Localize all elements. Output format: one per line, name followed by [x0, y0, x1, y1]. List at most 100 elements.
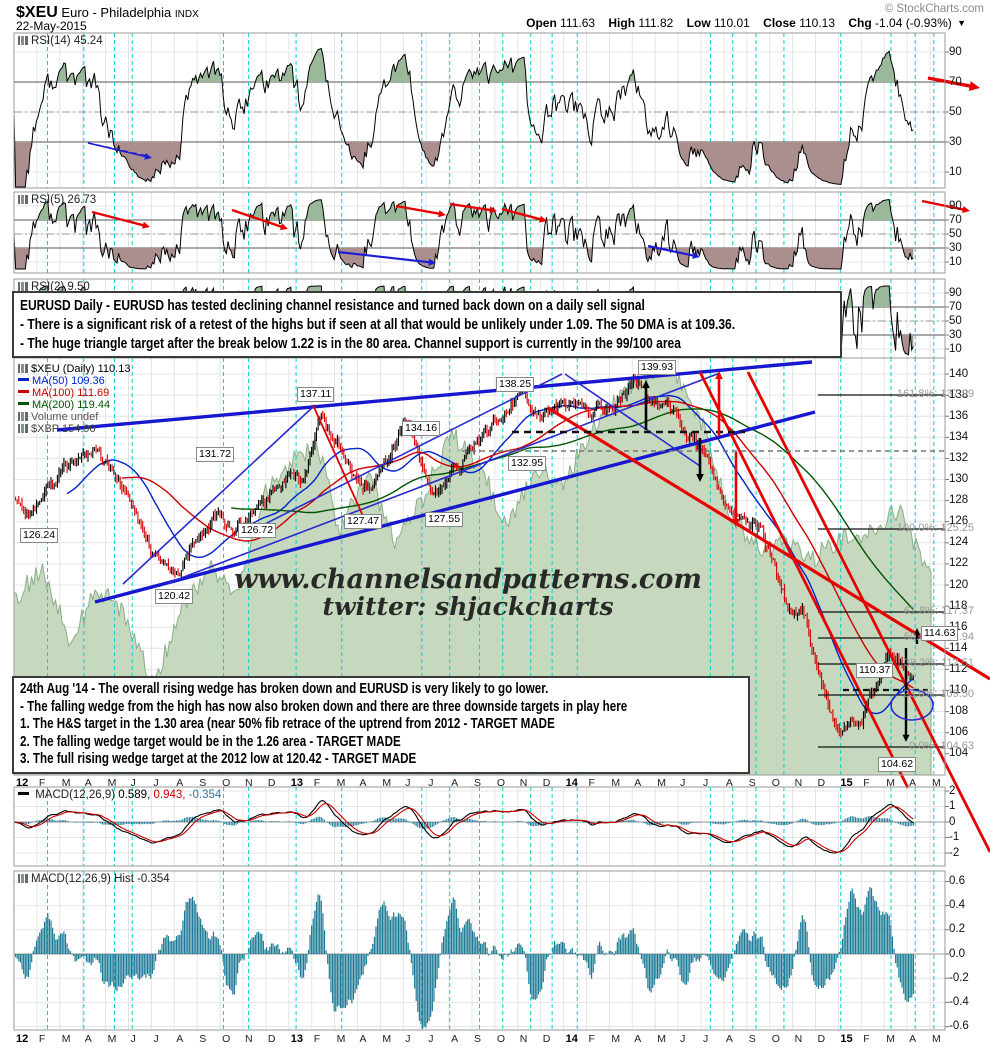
hist-bar	[317, 894, 319, 954]
hist-bar	[891, 936, 894, 954]
hist-bar	[830, 954, 832, 975]
macd-hist-bar	[621, 820, 623, 822]
macd-hist-bar	[586, 822, 588, 823]
month-label: M	[611, 777, 621, 789]
macd-hist-bar	[92, 822, 94, 823]
macd-hist-bar	[438, 822, 440, 824]
macd-hist-bar	[422, 822, 424, 829]
hist-bar	[172, 941, 174, 954]
macd-hist-bar	[449, 817, 451, 822]
hist-bar	[784, 954, 786, 988]
hist-bar	[835, 954, 837, 963]
hist-bar	[269, 946, 271, 954]
macd-series	[13, 800, 914, 854]
macd-hist-bar	[782, 822, 784, 825]
macd-hist-bar	[111, 822, 113, 825]
hist-bar	[58, 935, 60, 954]
axis-tick-label: -0.2	[949, 971, 969, 984]
symbol-ticker: $XEU	[16, 4, 58, 21]
hist-bar	[174, 940, 176, 954]
hist-bar	[468, 918, 470, 954]
hist-bar	[154, 954, 157, 962]
hist-bar	[623, 933, 625, 954]
rsi5-red-arrow-head	[279, 223, 288, 230]
hist-bar	[693, 954, 696, 958]
macd-hist-bar	[846, 817, 848, 822]
macd-hist-bar	[890, 819, 892, 822]
month-label: A	[359, 1033, 367, 1045]
hist-bar	[368, 951, 371, 954]
macd-hist-bar	[623, 820, 625, 822]
trendline	[564, 373, 701, 467]
macd-hist-bar	[303, 822, 305, 825]
hist-bar	[721, 954, 723, 981]
month-label: N	[794, 777, 803, 789]
macd-hist-bar	[126, 822, 128, 824]
macd-hist-bar	[407, 820, 409, 822]
macd-hist-bar	[441, 820, 443, 822]
macd-hist-bar	[879, 818, 881, 822]
hist-bar	[111, 954, 113, 982]
hist-bar	[750, 941, 752, 954]
hist-bar	[23, 954, 25, 974]
macd-hist-bar	[824, 822, 826, 825]
hist-bar	[402, 917, 404, 954]
macd-hist-bar	[100, 822, 102, 824]
hist-bar	[536, 954, 538, 999]
macd-hist-bar	[324, 819, 326, 822]
hist-bar	[566, 953, 569, 954]
macd-hist-bar	[816, 822, 818, 825]
hist-bar	[494, 946, 496, 954]
hist-bar	[779, 954, 781, 989]
macd-hist-bar	[492, 821, 494, 822]
macd-hist-bar	[262, 820, 264, 822]
hist-bar	[766, 954, 768, 967]
macd-hist-bar	[867, 816, 869, 822]
analysis-line: 24th Aug '14 - The overall rising wedge …	[20, 681, 549, 697]
macd-hist-bar	[753, 819, 755, 822]
hist-bar	[304, 954, 306, 971]
hist-bar	[903, 954, 905, 994]
hist-bar	[359, 954, 361, 980]
month-label: 12	[16, 1033, 29, 1045]
macd-hist-bar	[832, 822, 834, 824]
hist-bar	[478, 941, 480, 954]
hist-bar	[393, 912, 395, 954]
hist-bar	[523, 950, 525, 954]
axis-tick-label: 108	[949, 705, 969, 718]
macd-hist-bar	[628, 820, 630, 822]
hist-bar	[711, 954, 713, 970]
hist-bar	[436, 954, 438, 980]
hist-bar	[888, 915, 890, 954]
macd-hist-bar	[155, 822, 157, 823]
hist-bar	[904, 954, 906, 1001]
month-label: J	[428, 777, 434, 789]
hist-bar	[758, 937, 760, 954]
macd-hist-bar	[797, 820, 799, 822]
hist-bar	[441, 942, 443, 954]
macd-hist-bar	[317, 816, 319, 822]
macd-hist-bar	[766, 822, 768, 824]
hist-bar	[216, 937, 218, 954]
axis-tick-label: 106	[949, 726, 969, 739]
rsi5-blue-arrow	[337, 250, 431, 264]
month-label: F	[313, 777, 321, 789]
macd-hist-bar	[328, 822, 330, 825]
macd-hist-bar	[723, 822, 725, 825]
macd-hist-bar	[911, 822, 913, 826]
hist-bar	[901, 954, 903, 988]
hist-bar	[35, 940, 38, 954]
hist-bar	[351, 954, 353, 1004]
month-label: 15	[840, 1033, 853, 1045]
macd-hist-bar	[465, 819, 467, 822]
macd-hist-bar	[755, 820, 757, 822]
macd-hist-bar	[209, 820, 211, 822]
macd-hist-bar	[484, 820, 486, 822]
hist-bar	[584, 954, 586, 961]
macd-hist-bar	[233, 822, 235, 826]
macd-hist-bar	[790, 822, 792, 824]
macd-hist-bar	[58, 820, 60, 822]
macd-hist-bar	[299, 822, 301, 825]
hist-bar	[386, 910, 388, 954]
open-value: 111.63	[560, 16, 596, 30]
